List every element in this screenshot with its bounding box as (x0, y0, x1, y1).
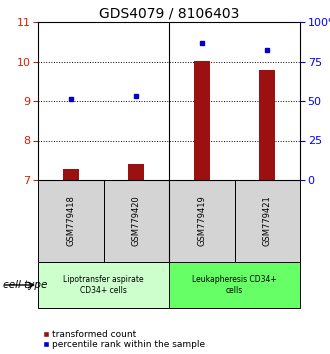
Bar (128, 164, 145, 180)
Bar (194, 61, 210, 180)
Text: GSM779420: GSM779420 (132, 196, 141, 246)
Bar (63, 169, 79, 180)
Text: cell type: cell type (3, 280, 48, 290)
Text: Leukapheresis CD34+
cells: Leukapheresis CD34+ cells (192, 275, 277, 295)
Text: GSM779418: GSM779418 (66, 195, 75, 246)
FancyBboxPatch shape (38, 180, 104, 262)
Bar (259, 70, 276, 180)
Title: GDS4079 / 8106403: GDS4079 / 8106403 (99, 7, 239, 21)
FancyBboxPatch shape (169, 180, 235, 262)
FancyBboxPatch shape (38, 262, 169, 308)
Legend: transformed count, percentile rank within the sample: transformed count, percentile rank withi… (43, 330, 206, 349)
Text: Lipotransfer aspirate
CD34+ cells: Lipotransfer aspirate CD34+ cells (63, 275, 144, 295)
Text: GSM779421: GSM779421 (263, 196, 272, 246)
FancyBboxPatch shape (104, 180, 169, 262)
Text: GSM779419: GSM779419 (197, 196, 206, 246)
FancyBboxPatch shape (169, 262, 300, 308)
FancyBboxPatch shape (235, 180, 300, 262)
